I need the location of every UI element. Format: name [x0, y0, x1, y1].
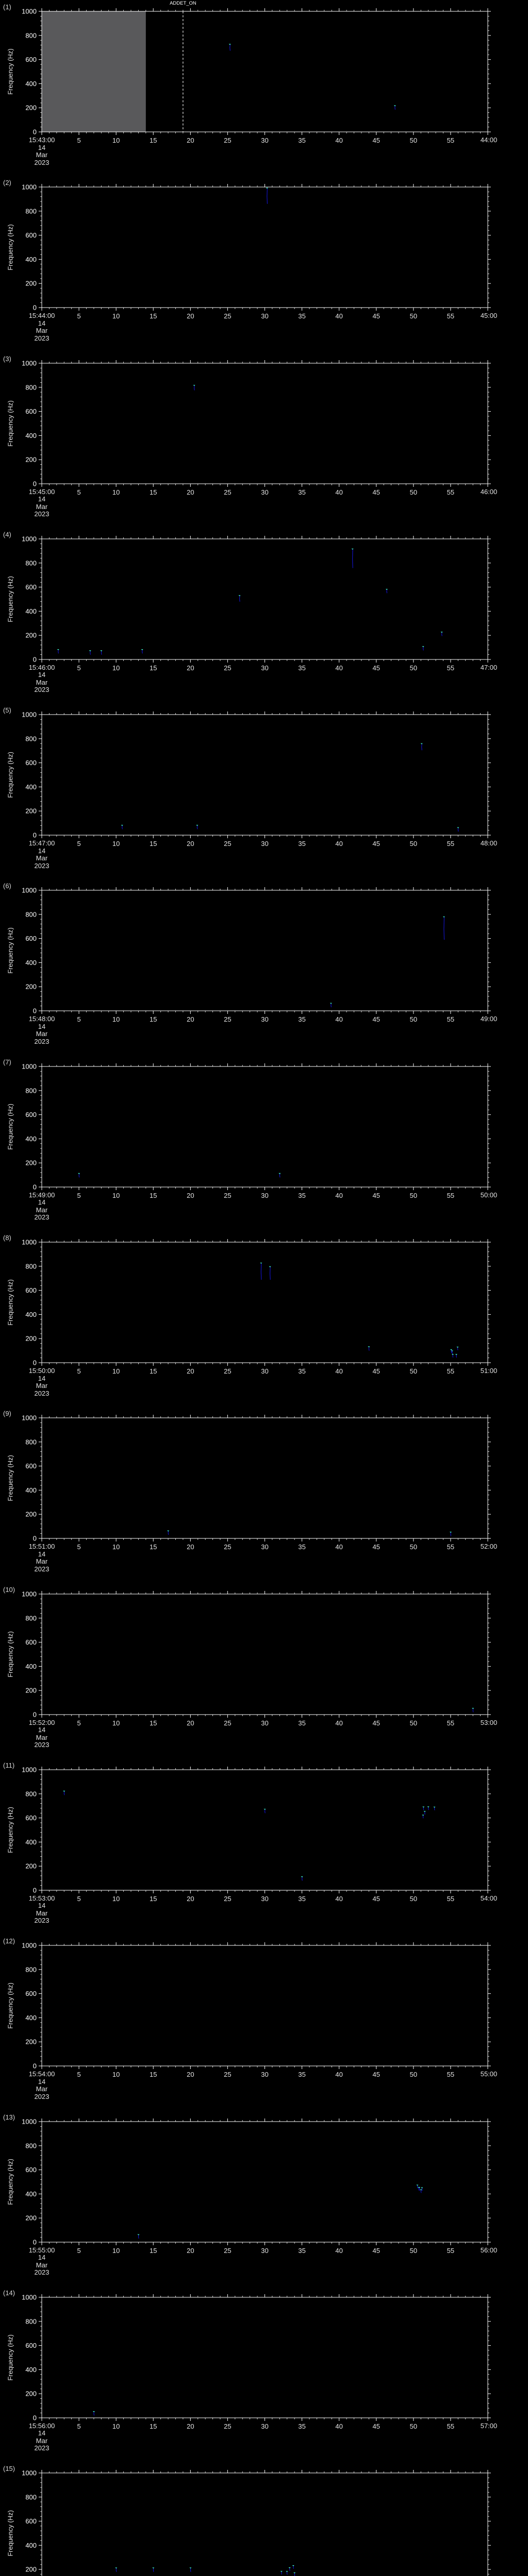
svg-text:800: 800 — [25, 2493, 37, 2501]
svg-text:1000: 1000 — [22, 7, 37, 15]
svg-text:200: 200 — [25, 2214, 37, 2222]
svg-text:600: 600 — [25, 1814, 37, 1822]
svg-text:1000: 1000 — [22, 2117, 37, 2125]
svg-text:200: 200 — [25, 2390, 37, 2398]
svg-text:0: 0 — [33, 2062, 37, 2070]
svg-text:200: 200 — [25, 2566, 37, 2573]
svg-text:600: 600 — [25, 56, 37, 63]
svg-text:400: 400 — [25, 783, 37, 791]
svg-text:600: 600 — [25, 1286, 37, 1294]
svg-text:400: 400 — [25, 431, 37, 439]
svg-text:600: 600 — [25, 1990, 37, 1997]
svg-text:400: 400 — [25, 607, 37, 615]
svg-text:400: 400 — [25, 1311, 37, 1318]
svg-text:200: 200 — [25, 280, 37, 287]
svg-text:1000: 1000 — [22, 359, 37, 367]
svg-text:400: 400 — [25, 2014, 37, 2022]
svg-text:0: 0 — [33, 2414, 37, 2421]
svg-text:400: 400 — [25, 2366, 37, 2374]
svg-text:1000: 1000 — [22, 1414, 37, 1422]
svg-text:200: 200 — [25, 455, 37, 463]
svg-text:800: 800 — [25, 2142, 37, 2149]
svg-text:0: 0 — [33, 1710, 37, 1718]
svg-text:600: 600 — [25, 408, 37, 415]
svg-text:400: 400 — [25, 80, 37, 88]
svg-text:600: 600 — [25, 1638, 37, 1646]
svg-text:1000: 1000 — [22, 1062, 37, 1070]
svg-text:800: 800 — [25, 2317, 37, 2325]
svg-text:800: 800 — [25, 1087, 37, 1094]
svg-text:200: 200 — [25, 1159, 37, 1166]
svg-text:400: 400 — [25, 2541, 37, 2549]
svg-text:400: 400 — [25, 2190, 37, 2197]
svg-text:1000: 1000 — [22, 2469, 37, 2477]
svg-text:0: 0 — [33, 1886, 37, 1894]
svg-text:200: 200 — [25, 632, 37, 639]
svg-text:0: 0 — [33, 1359, 37, 1367]
svg-text:600: 600 — [25, 2517, 37, 2525]
svg-text:400: 400 — [25, 1486, 37, 1494]
svg-text:600: 600 — [25, 759, 37, 767]
svg-text:800: 800 — [25, 1966, 37, 1974]
svg-text:0: 0 — [33, 1007, 37, 1015]
svg-text:600: 600 — [25, 2342, 37, 2349]
svg-text:800: 800 — [25, 208, 37, 215]
svg-text:400: 400 — [25, 1663, 37, 1670]
svg-text:0: 0 — [33, 832, 37, 839]
svg-text:0: 0 — [33, 1183, 37, 1191]
svg-text:400: 400 — [25, 1135, 37, 1143]
svg-text:200: 200 — [25, 983, 37, 991]
svg-text:400: 400 — [25, 256, 37, 263]
svg-text:0: 0 — [33, 1535, 37, 1543]
svg-text:600: 600 — [25, 2166, 37, 2174]
svg-text:800: 800 — [25, 911, 37, 919]
svg-text:200: 200 — [25, 1511, 37, 1518]
svg-text:0: 0 — [33, 2238, 37, 2246]
svg-text:1000: 1000 — [22, 1590, 37, 1598]
svg-text:200: 200 — [25, 104, 37, 112]
svg-text:1000: 1000 — [22, 711, 37, 719]
svg-text:800: 800 — [25, 383, 37, 391]
svg-text:800: 800 — [25, 735, 37, 742]
svg-text:600: 600 — [25, 1462, 37, 1470]
svg-text:800: 800 — [25, 1262, 37, 1270]
svg-text:1000: 1000 — [22, 535, 37, 543]
svg-text:1000: 1000 — [22, 1239, 37, 1246]
svg-text:1000: 1000 — [22, 183, 37, 191]
svg-text:800: 800 — [25, 31, 37, 39]
svg-text:0: 0 — [33, 304, 37, 312]
svg-text:600: 600 — [25, 583, 37, 591]
svg-text:0: 0 — [33, 480, 37, 487]
svg-text:1000: 1000 — [22, 2293, 37, 2301]
svg-text:200: 200 — [25, 1686, 37, 1694]
svg-text:600: 600 — [25, 231, 37, 239]
svg-text:0: 0 — [33, 128, 37, 135]
svg-text:800: 800 — [25, 1790, 37, 1798]
svg-text:1000: 1000 — [22, 1766, 37, 1773]
svg-text:200: 200 — [25, 1335, 37, 1343]
svg-text:800: 800 — [25, 1614, 37, 1622]
svg-text:600: 600 — [25, 935, 37, 943]
svg-text:200: 200 — [25, 2038, 37, 2046]
svg-text:400: 400 — [25, 1838, 37, 1846]
svg-text:800: 800 — [25, 559, 37, 567]
svg-text:1000: 1000 — [22, 887, 37, 894]
svg-text:1000: 1000 — [22, 1942, 37, 1950]
svg-text:400: 400 — [25, 959, 37, 967]
svg-text:200: 200 — [25, 807, 37, 815]
svg-text:600: 600 — [25, 1111, 37, 1118]
svg-text:0: 0 — [33, 655, 37, 663]
svg-text:200: 200 — [25, 1862, 37, 1870]
svg-text:800: 800 — [25, 1438, 37, 1446]
svg-text:ADDET_ON: ADDET_ON — [170, 1, 196, 6]
